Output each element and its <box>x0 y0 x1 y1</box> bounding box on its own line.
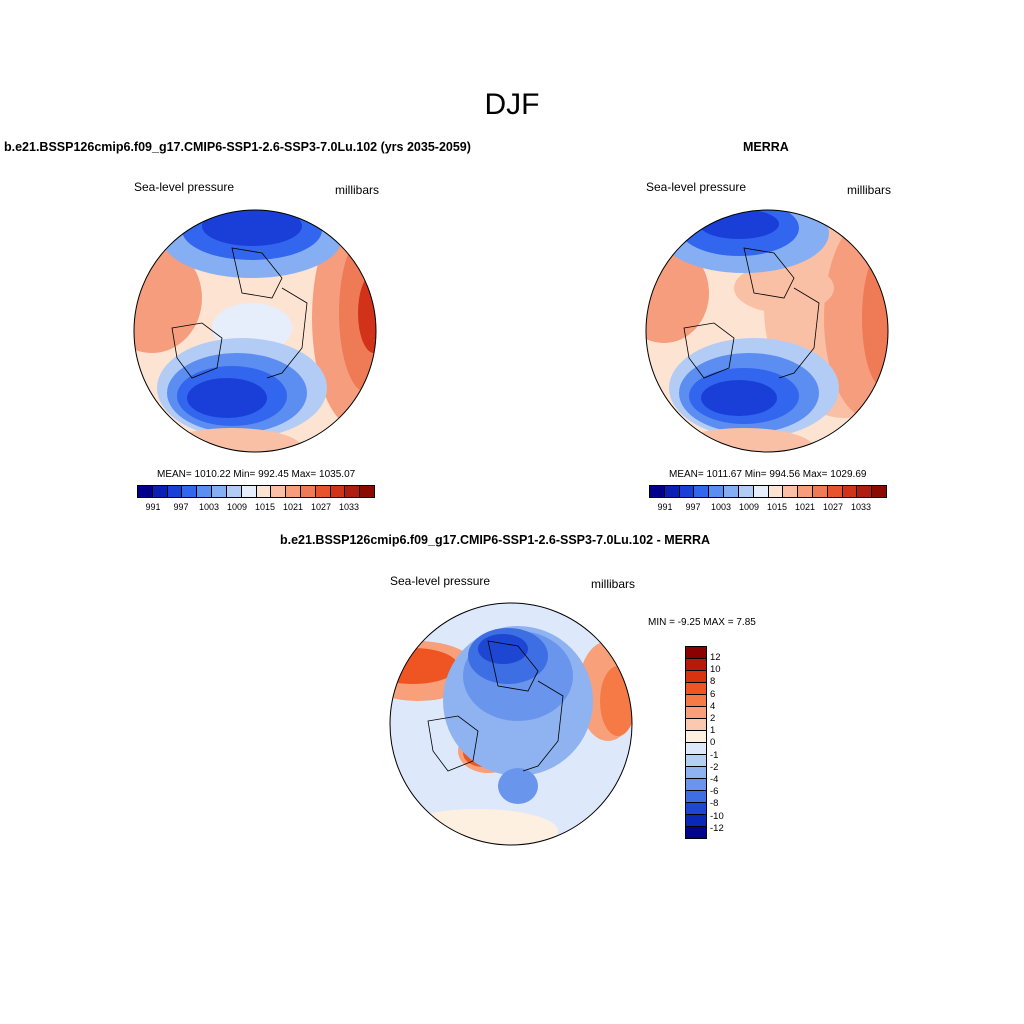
diff-colorbar-labels: 12 10 8 6 4 2 1 0 -1 -2 -4 -6 -8 -10 -12 <box>710 646 740 846</box>
colorbar-swatch <box>686 755 706 767</box>
colorbar-tick-label: 10 <box>710 664 721 676</box>
colorbar-tick-label: 0 <box>710 737 716 749</box>
colorbar-swatch <box>842 486 858 497</box>
colorbar-swatch <box>783 486 799 497</box>
colorbar-swatch <box>650 486 665 497</box>
colorbar-swatch <box>686 815 706 827</box>
colorbar-tick-label: 1003 <box>198 502 220 512</box>
obs-polar-map <box>645 209 889 453</box>
colorbar-swatch <box>686 791 706 803</box>
colorbar-swatch <box>686 695 706 707</box>
colorbar-swatch <box>857 486 873 497</box>
colorbar-tick-label: 1015 <box>254 502 276 512</box>
colorbar-tick-label: -1 <box>710 749 719 761</box>
colorbar-tick-label: 1 <box>710 725 716 737</box>
colorbar-tick-label: -10 <box>710 810 724 822</box>
colorbar-swatch <box>182 486 198 497</box>
colorbar-swatch <box>738 486 754 497</box>
colorbar-tick-label: 1021 <box>282 502 304 512</box>
diff-variable-label: Sea-level pressure <box>390 574 491 588</box>
colorbar-tick-label: -12 <box>710 822 724 834</box>
diff-units-label: millibars <box>591 577 636 591</box>
colorbar-swatch <box>686 743 706 755</box>
colorbar-tick-label: 1009 <box>226 502 248 512</box>
colorbar-swatch <box>271 486 287 497</box>
colorbar-swatch <box>197 486 213 497</box>
colorbar-swatch <box>664 486 680 497</box>
colorbar-swatch <box>679 486 695 497</box>
obs-stats: MEAN= 1011.67 Min= 994.56 Max= 1029.69 <box>669 469 867 480</box>
colorbar-swatch <box>872 486 886 497</box>
colorbar-swatch <box>812 486 828 497</box>
colorbar-tick-label: 8 <box>710 676 716 688</box>
colorbar-swatch <box>152 486 168 497</box>
obs-panel-title: MERRA <box>743 140 789 154</box>
colorbar-swatch <box>768 486 784 497</box>
colorbar-swatch <box>686 731 706 743</box>
colorbar-swatch <box>686 683 706 695</box>
colorbar-swatch <box>686 719 706 731</box>
colorbar-swatch <box>286 486 301 497</box>
colorbar-swatch <box>686 767 706 779</box>
model-units-label: millibars <box>335 183 380 197</box>
colorbar-tick-label: 997 <box>173 502 189 512</box>
colorbar-swatch <box>300 486 316 497</box>
colorbar-tick-label: -6 <box>710 786 719 798</box>
model-panel-title: b.e21.BSSP126cmip6.f09_g17.CMIP6-SSP1-2.… <box>4 140 471 154</box>
colorbar-tick-label: 2 <box>710 713 716 724</box>
diff-polar-map <box>389 602 633 846</box>
colorbar-tick-label: 991 <box>145 502 161 512</box>
colorbar-tick-label: 1009 <box>738 502 760 512</box>
colorbar-swatch <box>724 486 739 497</box>
colorbar-tick-label: 1015 <box>766 502 788 512</box>
model-variable-label: Sea-level pressure <box>134 180 235 194</box>
model-stats: MEAN= 1010.22 Min= 992.45 Max= 1035.07 <box>157 469 356 480</box>
colorbar-swatch <box>686 671 706 683</box>
colorbar-tick-label: 1027 <box>310 502 332 512</box>
colorbar-tick-label: -8 <box>710 798 719 810</box>
diff-panel-title: b.e21.BSSP126cmip6.f09_g17.CMIP6-SSP1-2.… <box>280 533 711 547</box>
obs-colorbar: 991 997 1003 1009 1015 1021 1027 1033 <box>649 485 887 512</box>
colorbar-swatch <box>345 486 361 497</box>
colorbar-tick-label: -4 <box>710 774 719 785</box>
colorbar-swatch <box>330 486 346 497</box>
colorbar-swatch <box>226 486 242 497</box>
colorbar-swatch <box>686 803 706 815</box>
colorbar-swatch <box>256 486 272 497</box>
colorbar-tick-label: -2 <box>710 761 719 773</box>
diff-stats: MIN = -9.25 MAX = 7.85 <box>648 617 756 628</box>
obs-units-label: millibars <box>847 183 892 197</box>
colorbar-tick-label: 1003 <box>710 502 732 512</box>
obs-variable-label: Sea-level pressure <box>646 180 747 194</box>
colorbar-tick-label: 1021 <box>794 502 816 512</box>
colorbar-swatch <box>694 486 710 497</box>
colorbar-swatch <box>212 486 227 497</box>
colorbar-swatch <box>360 486 374 497</box>
colorbar-tick-label: 997 <box>685 502 701 512</box>
colorbar-tick-label: 12 <box>710 652 721 663</box>
model-colorbar: 991 997 1003 1009 1015 1021 1027 1033 <box>137 485 375 512</box>
colorbar-tick-label: 991 <box>657 502 673 512</box>
diff-colorbar <box>685 646 707 839</box>
colorbar-tick-label: 1027 <box>822 502 844 512</box>
colorbar-tick-label: 4 <box>710 700 716 712</box>
colorbar-tick-label: 1033 <box>338 502 360 512</box>
colorbar-swatch <box>798 486 813 497</box>
colorbar-tick-label: 6 <box>710 688 716 700</box>
colorbar-swatch <box>686 647 706 659</box>
colorbar-swatch <box>686 659 706 671</box>
model-polar-map <box>133 209 377 453</box>
colorbar-swatch <box>138 486 153 497</box>
colorbar-swatch <box>686 827 706 838</box>
colorbar-swatch <box>315 486 331 497</box>
season-title: DJF <box>484 88 540 121</box>
colorbar-swatch <box>753 486 769 497</box>
colorbar-tick-label: 1033 <box>850 502 872 512</box>
colorbar-swatch <box>686 707 706 719</box>
colorbar-swatch <box>827 486 843 497</box>
colorbar-swatch <box>241 486 257 497</box>
colorbar-swatch <box>709 486 725 497</box>
colorbar-swatch <box>686 779 706 791</box>
colorbar-swatch <box>167 486 183 497</box>
